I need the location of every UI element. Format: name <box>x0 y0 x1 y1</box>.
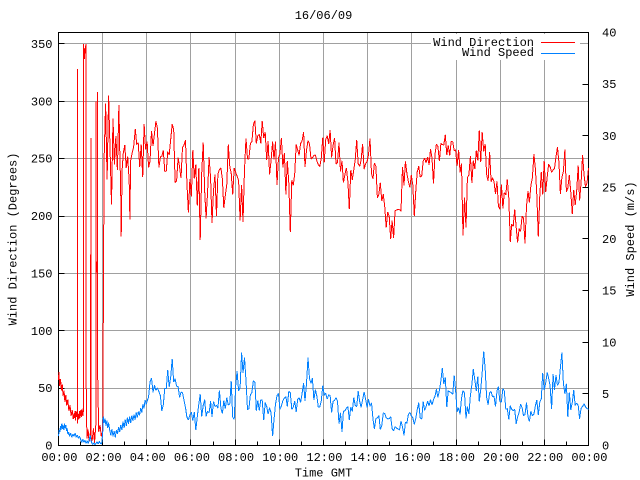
svg-text:300: 300 <box>31 95 53 109</box>
svg-text:Wind Speed: Wind Speed <box>462 46 534 60</box>
svg-text:200: 200 <box>31 210 53 224</box>
svg-text:50: 50 <box>38 382 52 396</box>
svg-text:06:00: 06:00 <box>174 451 210 465</box>
svg-text:0: 0 <box>602 440 609 454</box>
svg-text:Wind Speed (m/s): Wind Speed (m/s) <box>624 181 638 296</box>
svg-text:20: 20 <box>602 233 616 247</box>
svg-text:Time GMT: Time GMT <box>295 467 353 480</box>
svg-text:16:00: 16:00 <box>395 451 431 465</box>
svg-text:12:00: 12:00 <box>306 451 342 465</box>
svg-text:14:00: 14:00 <box>351 451 387 465</box>
svg-text:16/06/09: 16/06/09 <box>295 9 353 23</box>
svg-text:10:00: 10:00 <box>262 451 298 465</box>
svg-text:10: 10 <box>602 336 616 350</box>
svg-text:100: 100 <box>31 325 53 339</box>
svg-text:08:00: 08:00 <box>218 451 254 465</box>
svg-text:Wind Direction: Wind Direction <box>433 36 534 50</box>
svg-text:00:00: 00:00 <box>41 451 77 465</box>
svg-text:30: 30 <box>602 130 616 144</box>
svg-text:18:00: 18:00 <box>439 451 475 465</box>
svg-text:0: 0 <box>45 440 52 454</box>
svg-text:25: 25 <box>602 181 616 195</box>
svg-text:350: 350 <box>31 38 53 52</box>
svg-text:35: 35 <box>602 78 616 92</box>
svg-text:250: 250 <box>31 153 53 167</box>
svg-text:40: 40 <box>602 27 616 41</box>
svg-text:20:00: 20:00 <box>483 451 519 465</box>
svg-text:15: 15 <box>602 285 616 299</box>
svg-text:00:00: 00:00 <box>571 451 607 465</box>
svg-text:22:00: 22:00 <box>527 451 563 465</box>
svg-text:5: 5 <box>602 388 609 402</box>
svg-text:150: 150 <box>31 267 53 281</box>
svg-text:04:00: 04:00 <box>130 451 166 465</box>
svg-text:Wind Direction (Degrees): Wind Direction (Degrees) <box>7 153 21 326</box>
svg-text:02:00: 02:00 <box>86 451 122 465</box>
